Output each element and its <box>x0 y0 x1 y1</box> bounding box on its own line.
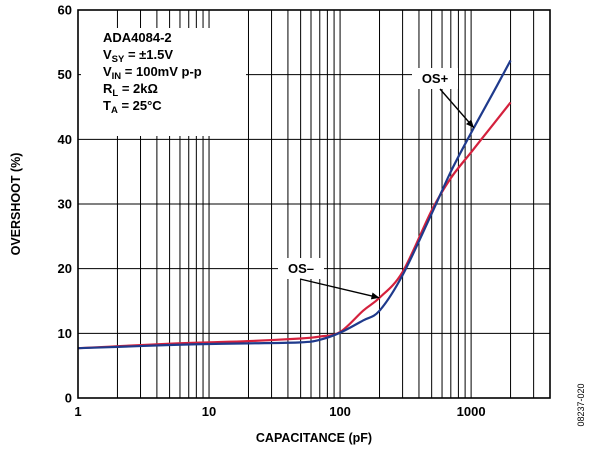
condition-line: VSY = ±1.5V <box>103 47 173 65</box>
x-axis-label: CAPACITANCE (pF) <box>256 431 372 445</box>
y-tick-label: 60 <box>58 3 72 18</box>
series-line-os-minus <box>77 101 512 350</box>
annotation-arrowhead <box>465 119 474 128</box>
annotation-leader <box>439 88 475 129</box>
condition-line: VIN = 100mV p-p <box>103 64 202 82</box>
x-tick-label: 1 <box>74 404 81 419</box>
y-tick-label: 20 <box>58 261 72 276</box>
annotation-label: OS+ <box>422 71 449 86</box>
annotation-background <box>278 258 324 279</box>
y-tick-label: 50 <box>58 67 72 82</box>
y-tick-label: 0 <box>65 391 72 406</box>
tick-labels: 1 10 100 1000 0 10 20 30 40 50 60 <box>58 3 486 420</box>
x-tick-label: 1000 <box>457 404 486 419</box>
y-tick-label: 30 <box>58 197 72 212</box>
y-axis-label: OVERSHOOT (%) <box>9 153 23 256</box>
y-tick-label: 10 <box>58 326 72 341</box>
series-lines <box>77 59 512 350</box>
annotation-leader <box>299 278 380 299</box>
figure-id: 08237-020 <box>576 383 586 426</box>
plot-frame <box>77 9 551 399</box>
x-tick-label: 100 <box>329 404 351 419</box>
annotation-background <box>412 68 458 89</box>
condition-line: ADA4084-2 <box>103 30 172 45</box>
y-tick-label: 40 <box>58 132 72 147</box>
annotation-label: OS– <box>288 261 314 276</box>
condition-line: TA = 25°C <box>103 98 162 116</box>
series-line-os-plus <box>77 59 512 350</box>
conditions-legend-background <box>81 28 246 136</box>
series-annotations: OS+ OS– <box>278 68 475 300</box>
condition-line: RL = 2kΩ <box>103 81 158 99</box>
x-tick-label: 10 <box>202 404 216 419</box>
annotation-arrowhead <box>370 292 380 300</box>
